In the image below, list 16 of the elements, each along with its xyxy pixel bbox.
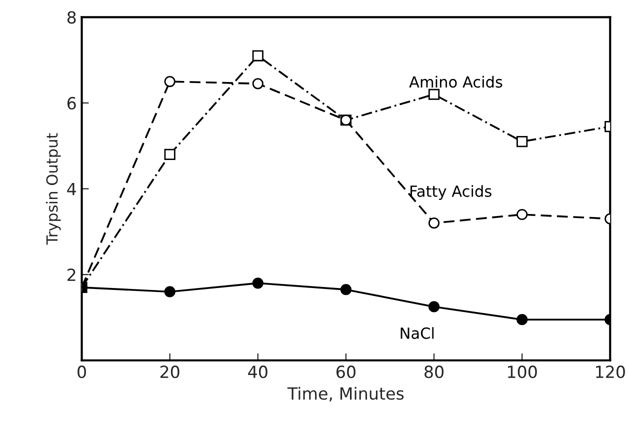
y-axis-title: Trypsin Output [46,133,61,245]
y-tick-label: 4 [67,182,76,196]
y-tick-label: 6 [67,96,76,110]
series-label: Fatty Acids [410,185,492,200]
x-tick-label: 0 [78,366,86,378]
y-tick-label: 2 [68,268,76,281]
x-tick-label: 20 [160,366,180,378]
series-label: NaCl [400,327,434,339]
x-tick-label: 100 [508,366,537,378]
x-tick-label: 40 [248,366,268,378]
x-axis-title: Time, Minutes [287,386,404,402]
x-tick-label: 120 [596,366,625,378]
x-tick-label: 80 [424,366,444,378]
y-tick-label: 8 [67,11,76,24]
x-tick-label: 60 [336,366,356,378]
series-label: Amino Acids [409,76,502,88]
